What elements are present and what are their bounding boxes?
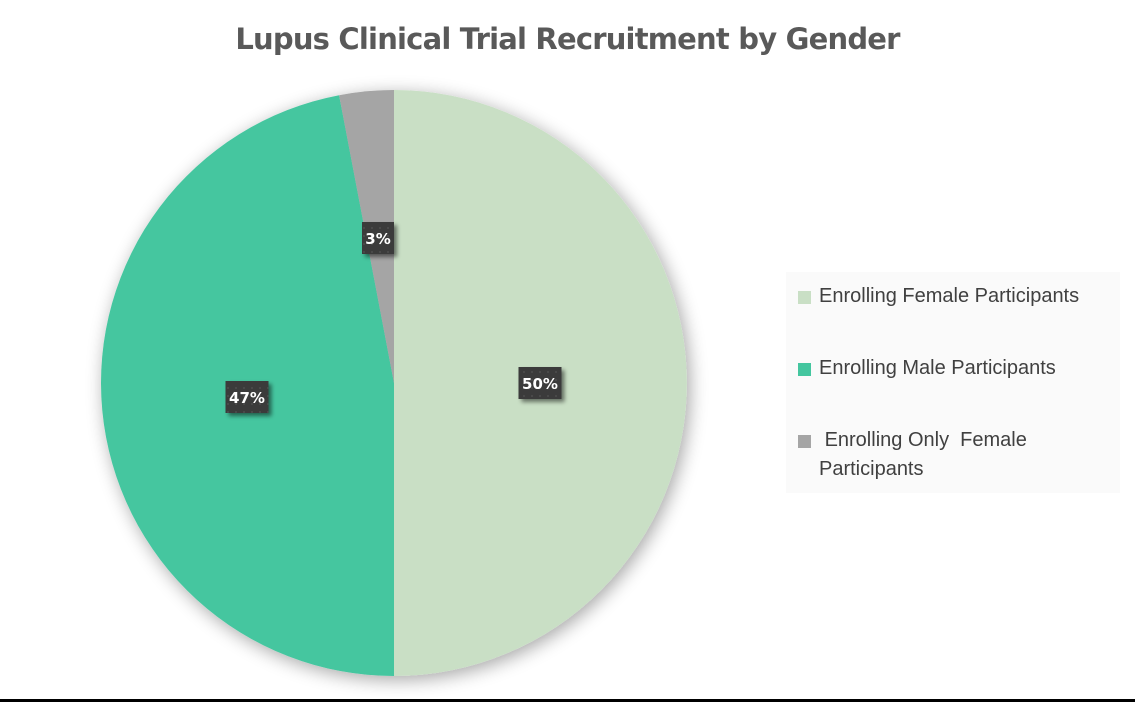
svg-text:50%: 50% bbox=[522, 375, 558, 393]
legend-label: Enrolling Female Participants bbox=[819, 285, 1080, 307]
legend-swatch-female bbox=[798, 291, 811, 304]
legend-swatch-male bbox=[798, 363, 811, 376]
data-label-only-female: 3% bbox=[362, 222, 394, 254]
svg-text:47%: 47% bbox=[229, 389, 265, 407]
data-label-female: 50% bbox=[518, 367, 562, 399]
chart-title: Lupus Clinical Trial Recruitment by Gend… bbox=[235, 22, 900, 56]
legend: Enrolling Female Participants Enrolling … bbox=[786, 272, 1120, 493]
legend-label: Enrolling Male Participants bbox=[819, 357, 1056, 379]
svg-text:3%: 3% bbox=[365, 230, 390, 248]
legend-item-only-female: Enrolling Only Female Participants bbox=[798, 426, 1059, 484]
legend-label: Enrolling Only Female Participants bbox=[819, 429, 1033, 480]
legend-swatch-only-female bbox=[798, 435, 811, 448]
legend-item-female: Enrolling Female Participants bbox=[798, 282, 1119, 311]
legend-item-male: Enrolling Male Participants bbox=[798, 354, 1119, 383]
data-label-male: 47% bbox=[225, 381, 269, 413]
bottom-border bbox=[0, 699, 1135, 702]
